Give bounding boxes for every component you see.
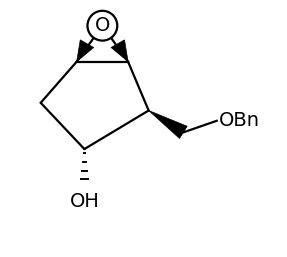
Polygon shape <box>111 40 128 62</box>
Text: OH: OH <box>69 192 99 211</box>
Polygon shape <box>77 40 94 62</box>
Text: OBn: OBn <box>219 111 260 130</box>
Circle shape <box>88 11 117 41</box>
Polygon shape <box>149 111 187 139</box>
Text: O: O <box>95 16 110 35</box>
